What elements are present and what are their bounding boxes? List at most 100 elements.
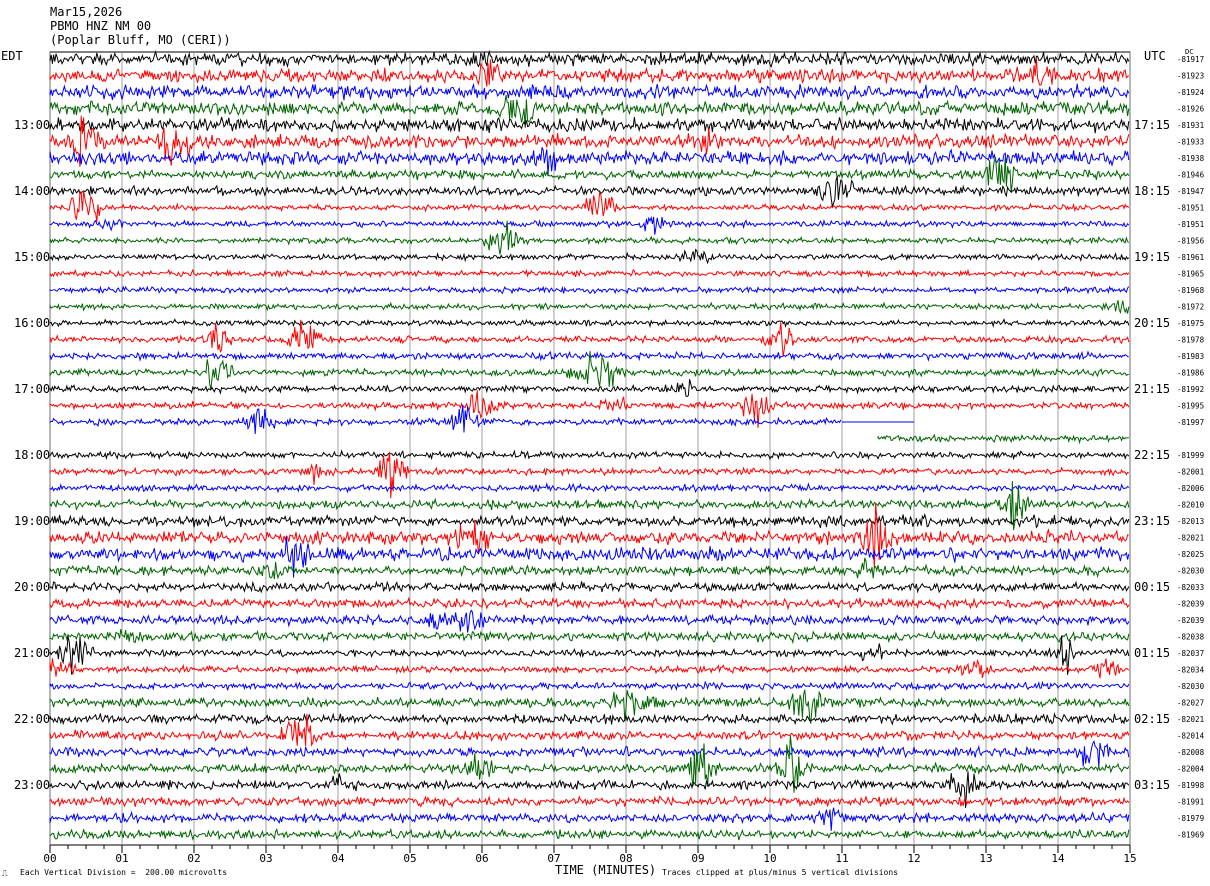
trace-row [49,596,1130,611]
trace-row [49,404,842,435]
dc-offset-label: -81991 [1177,798,1204,807]
right-hour-label: 00:15 [1134,580,1170,594]
trace-row [49,713,1130,747]
dc-offset-label: -81999 [1177,451,1204,460]
dc-offset-label: -81995 [1177,402,1204,411]
dc-offset-label: -81961 [1177,253,1204,262]
left-hour-label: 13:00 [14,118,50,132]
right-hour-label: 17:15 [1134,118,1170,132]
dc-offset-label: -81956 [1177,237,1205,246]
dc-offset-label: -82039 [1177,600,1204,609]
left-hour-label: 19:00 [14,514,50,528]
clip-note: Traces clipped at plus/minus 5 vertical … [662,868,899,877]
scale-note: Each Vertical Division = 200.00 microvol… [20,868,228,877]
trace-row [49,635,1130,675]
dc-offset-label: -82030 [1177,682,1205,691]
trace-row [49,116,1130,134]
trace-row [49,350,1129,362]
trace-row [49,318,1130,329]
x-tick-label: 08 [619,852,632,865]
dc-offset-label: -81969 [1177,831,1204,840]
right-hour-label: 23:15 [1134,514,1170,528]
trace-row [49,176,1130,207]
x-tick-label: 04 [331,852,345,865]
dc-offset-label: -81979 [1177,814,1204,823]
dc-offset-label: -81992 [1177,385,1204,394]
left-hour-label: 15:00 [14,250,50,264]
trace-row [49,390,1130,428]
dc-offset-label: -81972 [1177,303,1204,312]
x-tick-label: 01 [115,852,128,865]
dc-offset-label: -82030 [1177,567,1205,576]
trace-row [49,580,1130,594]
trace-row [49,147,1130,176]
x-tick-label: 05 [403,852,416,865]
dc-offset-label: -81978 [1177,336,1205,345]
right-hour-label: 21:15 [1134,382,1170,396]
dc-offset-label: -81968 [1177,286,1205,295]
dc-offset-label: -81931 [1177,121,1204,130]
dc-offset-label: -82033 [1177,583,1204,592]
trace-row [49,220,1130,255]
trace-row [49,350,1129,390]
left-hour-label: 22:00 [14,712,50,726]
location-label: (Poplar Bluff, MO (CERI)) [50,33,231,47]
dc-offset-label: -82038 [1177,633,1205,642]
trace-row [49,827,1130,841]
x-tick-label: 11 [835,852,848,865]
dc-offset-label: -81947 [1177,187,1204,196]
x-tick-label: 06 [475,852,488,865]
trace-row [49,482,1130,494]
dc-offset-label: -81951 [1177,204,1204,213]
trace-row [49,536,1130,578]
trace-row [49,156,1130,193]
trace-row [49,449,1130,461]
x-axis-label: TIME (MINUTES) [555,863,657,877]
trace-row [49,300,1130,315]
trace-row [49,379,1129,398]
right-hour-label: 01:15 [1134,646,1170,660]
dc-offset-label: -81926 [1177,105,1205,114]
dc-offset-label: -81965 [1177,270,1204,279]
x-tick-label: 15 [1123,852,1136,865]
dc-offset-label: -82004 [1177,765,1205,774]
left-hour-label: 18:00 [14,448,50,462]
trace-row [49,771,1130,809]
traces [49,49,1130,841]
dc-offset-label: -82013 [1177,517,1204,526]
trace-row [49,807,1130,831]
left-hour-label: 17:00 [14,382,50,396]
dc-offset-label: -81951 [1177,220,1204,229]
trace-row [49,680,1130,692]
dc-offset-label: -81933 [1177,138,1204,147]
dc-offset-label: -82001 [1177,468,1204,477]
x-tick-label: 09 [691,852,704,865]
dc-offset-label: -81923 [1177,72,1204,81]
trace-row [49,502,1129,568]
date-label: Mar15,2026 [50,5,123,19]
dc-offset-label: -81946 [1177,171,1205,180]
x-tick-label: 03 [259,852,272,865]
trace-row [49,115,1130,167]
dc-offset-label: -81997 [1177,418,1204,427]
trace-row [49,248,1130,265]
dc-offset-label: -81924 [1177,88,1205,97]
trace-row [49,557,1130,580]
trace-row [49,94,1130,128]
trace-row [49,481,1130,531]
dc-offset-label: -82021 [1177,534,1204,543]
left-hour-label: 14:00 [14,184,50,198]
x-tick-label: 02 [187,852,200,865]
x-tick-label: 10 [763,852,776,865]
left-hour-label: 23:00 [14,778,50,792]
x-tick-label: 13 [979,852,992,865]
dc-offset-label: -81938 [1177,154,1205,163]
dc-offset-label: -82010 [1177,501,1205,510]
right-hour-label: 18:15 [1134,184,1170,198]
left-timezone-label: EDT [1,49,23,63]
dc-offset-label: -82034 [1177,666,1205,675]
left-hour-label: 21:00 [14,646,50,660]
trace-row [49,609,1130,633]
right-hour-label: 19:15 [1134,250,1170,264]
trace-row [49,658,1130,679]
